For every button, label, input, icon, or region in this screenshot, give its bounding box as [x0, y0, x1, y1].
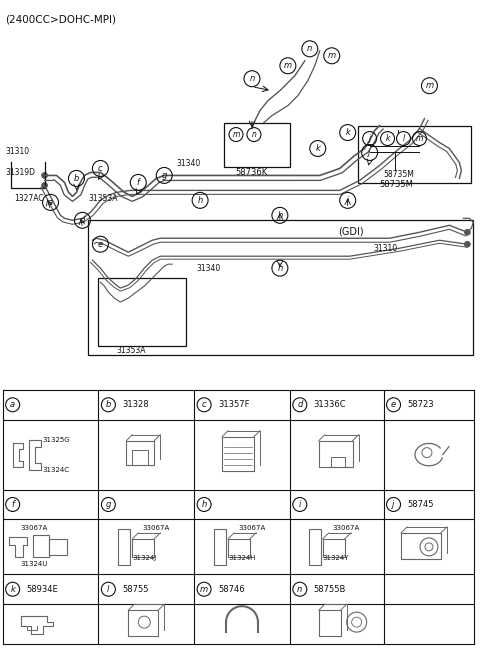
Text: 33067A: 33067A — [21, 525, 48, 531]
Text: m: m — [416, 134, 423, 143]
Text: 31353A: 31353A — [116, 346, 146, 355]
Bar — [401, 533, 441, 559]
Text: 58755: 58755 — [122, 585, 149, 594]
Text: (GDI): (GDI) — [338, 227, 363, 236]
Bar — [88, 220, 473, 355]
Text: 58735M: 58735M — [380, 180, 413, 190]
Text: m: m — [284, 61, 292, 70]
Text: k: k — [385, 134, 390, 143]
Text: m: m — [200, 585, 208, 594]
Text: h: h — [277, 211, 283, 220]
Text: m: m — [232, 130, 240, 139]
Text: a: a — [48, 198, 53, 207]
Text: 31336C: 31336C — [314, 400, 347, 410]
Text: d: d — [80, 216, 85, 225]
Text: a: a — [10, 400, 15, 410]
Text: l: l — [402, 134, 405, 143]
Text: n: n — [297, 585, 302, 594]
Text: l: l — [107, 585, 109, 594]
Text: c: c — [202, 400, 206, 410]
Text: 33067A: 33067A — [333, 525, 360, 531]
Text: 31325G: 31325G — [43, 437, 70, 443]
Text: (2400CC>DOHC-MPI): (2400CC>DOHC-MPI) — [5, 15, 116, 25]
Bar — [128, 610, 158, 636]
Bar — [48, 539, 67, 555]
Text: n: n — [307, 44, 312, 53]
Text: 31319D: 31319D — [6, 169, 36, 177]
Text: b: b — [74, 174, 79, 183]
Bar — [98, 278, 186, 346]
Text: 58755B: 58755B — [314, 585, 346, 594]
Text: k: k — [345, 128, 350, 137]
Text: 31328: 31328 — [122, 400, 149, 410]
Text: e: e — [391, 400, 396, 410]
Text: j: j — [392, 500, 395, 509]
Text: n: n — [252, 130, 256, 139]
Text: 31340: 31340 — [176, 159, 201, 168]
Text: 31324U: 31324U — [21, 561, 48, 567]
Text: d: d — [297, 400, 302, 410]
Text: 58735M: 58735M — [384, 170, 414, 179]
Circle shape — [464, 241, 470, 247]
Text: j: j — [369, 134, 371, 143]
Bar — [358, 125, 471, 184]
Bar — [309, 529, 321, 565]
Text: 31324C: 31324C — [43, 467, 70, 472]
Text: h: h — [202, 500, 207, 509]
Text: g: g — [106, 500, 111, 509]
Text: k: k — [315, 144, 320, 153]
Bar — [132, 539, 154, 557]
Bar — [119, 529, 130, 565]
Text: 1327AC: 1327AC — [15, 194, 44, 203]
Text: b: b — [106, 400, 111, 410]
Bar — [319, 610, 341, 636]
Text: 58934E: 58934E — [26, 585, 59, 594]
Text: j: j — [369, 148, 371, 157]
Text: k: k — [10, 585, 15, 594]
Text: m: m — [328, 51, 336, 60]
Text: 33067A: 33067A — [142, 525, 169, 531]
Bar — [323, 539, 345, 557]
Text: c: c — [98, 164, 103, 173]
Text: h: h — [197, 196, 203, 205]
Text: 31357F: 31357F — [218, 400, 250, 410]
Circle shape — [42, 173, 48, 178]
Text: 58723: 58723 — [408, 400, 434, 410]
Text: 31324H: 31324H — [228, 555, 255, 561]
Text: 31310: 31310 — [373, 244, 398, 252]
Circle shape — [42, 182, 48, 188]
Bar — [33, 535, 48, 557]
Bar — [222, 437, 254, 471]
Text: g: g — [162, 171, 167, 180]
Text: h: h — [277, 263, 283, 273]
Text: 58746: 58746 — [218, 585, 245, 594]
Bar — [214, 529, 226, 565]
Circle shape — [464, 229, 470, 235]
Text: e: e — [98, 239, 103, 249]
Bar — [319, 441, 353, 467]
Bar — [228, 539, 250, 557]
Text: 58745: 58745 — [408, 500, 434, 509]
Bar — [126, 441, 154, 465]
Text: i: i — [299, 500, 301, 509]
Text: 58736K: 58736K — [235, 169, 267, 177]
Text: f: f — [11, 500, 14, 509]
Text: 31340: 31340 — [196, 263, 220, 273]
Text: 31324Y: 31324Y — [323, 555, 349, 561]
Text: n: n — [249, 74, 254, 83]
Text: 31353A: 31353A — [88, 194, 118, 203]
Bar — [224, 123, 290, 167]
Text: i: i — [347, 196, 349, 205]
Text: 31324J: 31324J — [132, 555, 156, 561]
Text: 33067A: 33067A — [238, 525, 265, 531]
Text: 31310: 31310 — [6, 147, 30, 156]
Text: f: f — [137, 178, 140, 187]
Text: m: m — [425, 81, 433, 90]
